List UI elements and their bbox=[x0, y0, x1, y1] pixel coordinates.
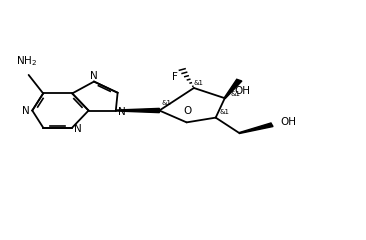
Text: &1: &1 bbox=[161, 100, 171, 106]
Text: &1: &1 bbox=[194, 80, 204, 86]
Text: N: N bbox=[22, 106, 30, 115]
Polygon shape bbox=[116, 108, 159, 113]
Text: F: F bbox=[172, 72, 178, 82]
Text: OH: OH bbox=[280, 117, 296, 127]
Text: NH$_2$: NH$_2$ bbox=[16, 54, 37, 68]
Text: &1: &1 bbox=[219, 109, 229, 115]
Text: O: O bbox=[183, 107, 191, 116]
Text: N: N bbox=[90, 71, 98, 81]
Polygon shape bbox=[239, 123, 273, 133]
Text: OH: OH bbox=[234, 86, 250, 96]
Polygon shape bbox=[224, 79, 242, 98]
Text: N: N bbox=[119, 107, 126, 117]
Text: &1: &1 bbox=[230, 91, 240, 97]
Text: N: N bbox=[74, 124, 82, 134]
